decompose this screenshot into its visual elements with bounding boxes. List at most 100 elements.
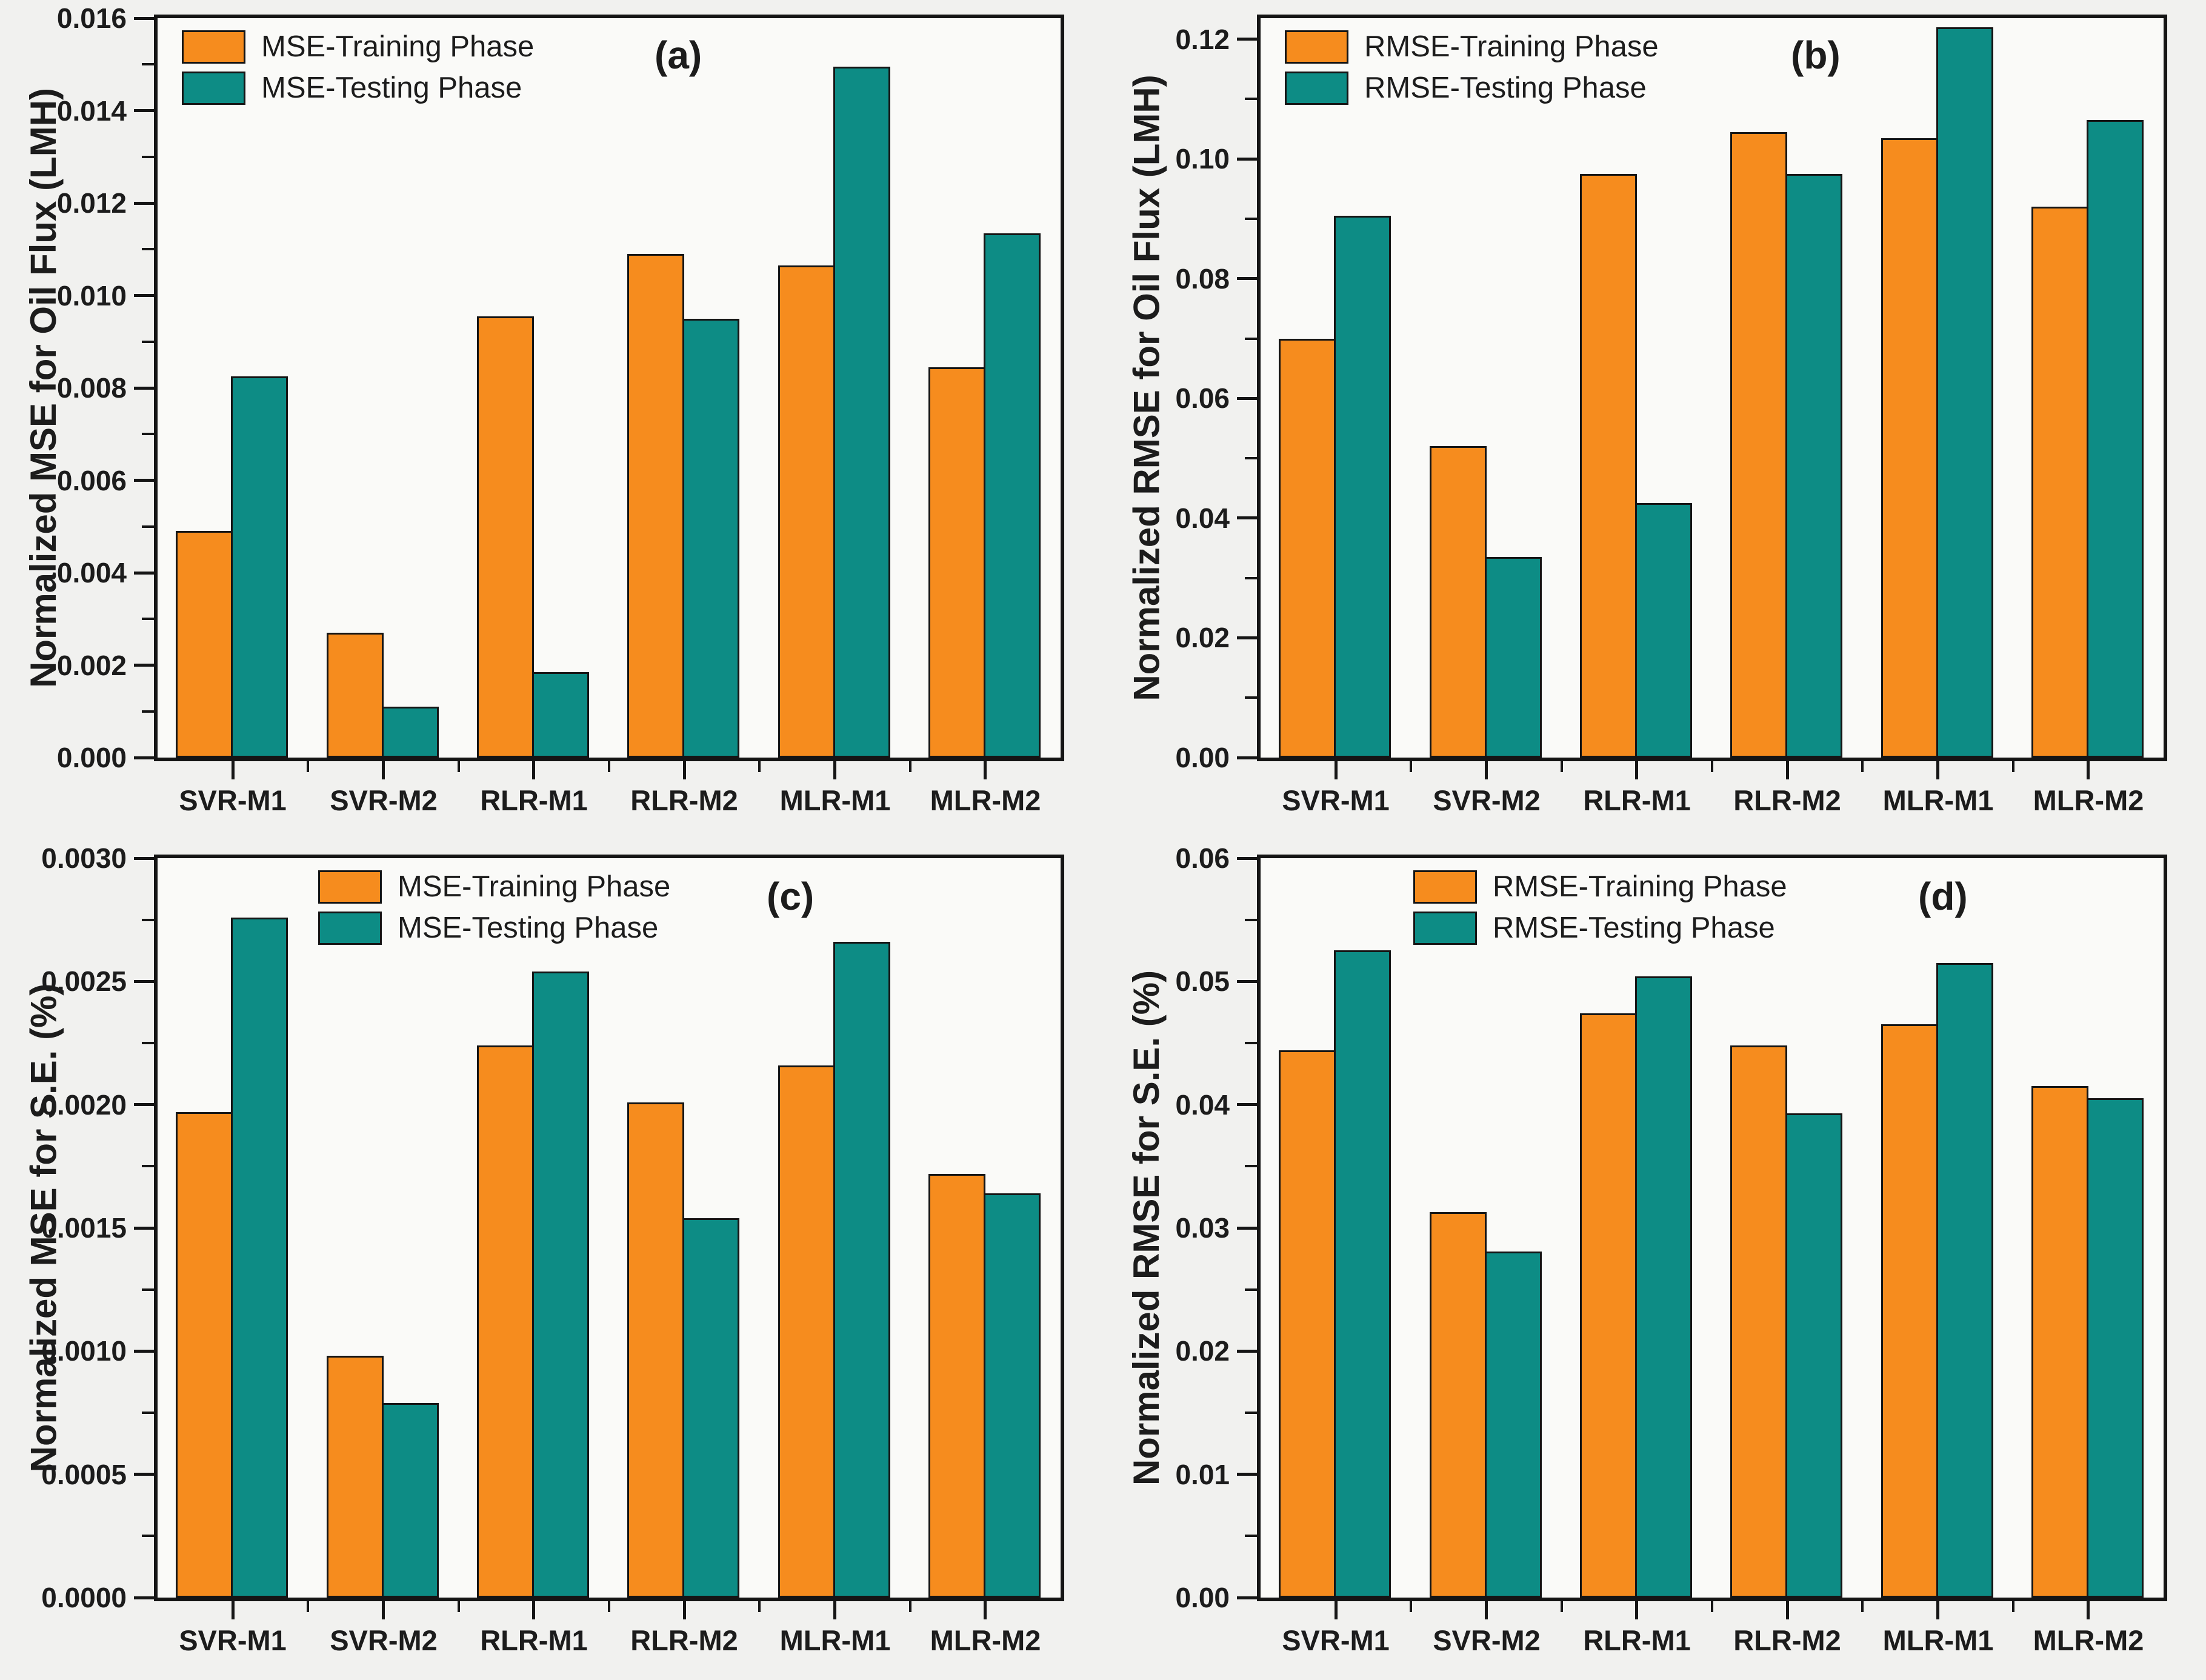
y-tick-label: 0.0000 [41,1582,127,1613]
bar-testing-mlr-m1 [1936,963,1993,1598]
bar-training-mlr-m2 [928,367,985,758]
y-tick [1237,277,1257,280]
y-minor-tick [1245,1042,1257,1044]
y-tick-label: 0.02 [1175,1335,1230,1367]
x-tick [1936,761,1939,779]
bar-testing-svr-m2 [1485,1252,1542,1598]
x-tick [1485,761,1488,779]
bar-testing-svr-m2 [382,707,439,758]
x-minor-tick [1861,761,1864,772]
bar-testing-mlr-m1 [833,67,890,758]
bar-testing-mlr-m1 [1936,27,1993,758]
x-minor-tick [1711,1601,1713,1612]
bar-testing-mlr-m2 [984,233,1041,758]
x-tick-label: RLR-M1 [1583,1624,1691,1656]
y-tick-label: 0.0005 [41,1459,127,1490]
bar-training-svr-m1 [176,531,233,758]
legend-row: MSE-Testing Phase [182,72,534,105]
y-tick-label: 0.014 [56,95,127,127]
bar-training-svr-m2 [1430,446,1487,758]
legend: RMSE-Training Phase RMSE-Testing Phase [1285,30,1659,113]
y-minor-tick [1245,1535,1257,1537]
x-minor-tick [1861,1601,1864,1612]
bar-training-rlr-m2 [627,1102,684,1598]
y-tick-label: 0.012 [56,187,127,219]
bar-testing-rlr-m2 [1785,174,1842,758]
bar-testing-svr-m1 [1334,950,1391,1598]
legend-swatch-testing [182,72,245,105]
x-tick [1635,1601,1638,1619]
x-tick [984,761,987,779]
x-tick [1786,761,1789,779]
y-tick [134,572,154,575]
legend-swatch-training [1285,30,1348,64]
bar-training-mlr-m1 [1881,1024,1938,1598]
legend: MSE-Training Phase MSE-Testing Phase [182,30,534,113]
y-tick-label: 0.03 [1175,1212,1230,1244]
y-tick-label: 0.0025 [41,965,127,997]
x-tick-label: RLR-M2 [1733,1624,1841,1656]
bar-training-svr-m2 [327,633,384,758]
x-tick [683,761,686,779]
x-tick [1635,761,1638,779]
legend-swatch-training [1413,870,1477,904]
y-tick-label: 0.000 [56,742,127,773]
legend-label-training: RMSE-Training Phase [1364,30,1659,63]
x-minor-tick [458,1601,460,1612]
y-minor-tick [142,1288,154,1291]
bar-testing-rlr-m2 [682,319,739,758]
x-tick [683,1601,686,1619]
y-tick-label: 0.06 [1175,842,1230,874]
y-tick-label: 0.0010 [41,1335,127,1367]
y-tick [134,294,154,297]
y-tick-label: 0.04 [1175,502,1230,534]
y-tick [1237,158,1257,161]
x-tick-label: SVR-M2 [1433,1624,1541,1656]
bar-training-svr-m1 [176,1112,233,1598]
x-minor-tick [1410,761,1412,772]
legend-swatch-testing [1413,912,1477,945]
x-tick [2087,1601,2090,1619]
x-tick-label: RLR-M1 [1583,784,1691,816]
y-tick [1237,397,1257,400]
x-tick [2087,761,2090,779]
y-minor-tick [142,1412,154,1414]
legend-label-training: RMSE-Training Phase [1493,870,1787,903]
x-minor-tick [2012,761,2014,772]
y-tick-label: 0.010 [56,280,127,312]
legend-row: MSE-Testing Phase [318,912,670,945]
bar-training-rlr-m1 [477,1045,534,1598]
plot-area [1257,855,2167,1601]
y-minor-tick [1245,98,1257,100]
x-minor-tick [1410,1601,1412,1612]
y-tick [1237,857,1257,860]
panel-letter: (a) [655,33,702,77]
y-minor-tick [1245,696,1257,699]
x-minor-tick [608,1601,610,1612]
bar-training-rlr-m2 [1730,132,1787,758]
x-tick [1786,1601,1789,1619]
bar-training-rlr-m2 [1730,1045,1787,1598]
plot-area [154,15,1064,761]
y-tick-label: 0.00 [1175,742,1230,773]
y-minor-tick [1245,577,1257,579]
x-minor-tick [307,1601,309,1612]
bar-testing-mlr-m2 [984,1193,1041,1598]
legend-label-training: MSE-Training Phase [398,870,671,903]
y-tick-label: 0.00 [1175,1582,1230,1613]
y-tick [134,202,154,205]
x-minor-tick [2012,1601,2014,1612]
x-tick-label: MLR-M1 [779,1624,891,1656]
x-tick [532,1601,535,1619]
bar-testing-svr-m1 [231,376,288,758]
y-tick [1237,38,1257,41]
legend-label-testing: MSE-Testing Phase [398,912,659,944]
x-tick-label: SVR-M2 [330,784,438,816]
legend: RMSE-Training Phase RMSE-Testing Phase [1413,870,1787,953]
bar-testing-svr-m1 [231,918,288,1598]
y-tick [134,1350,154,1353]
y-minor-tick [142,618,154,620]
y-tick [1237,1103,1257,1106]
y-tick [134,1227,154,1230]
x-tick-label: SVR-M1 [179,1624,287,1656]
